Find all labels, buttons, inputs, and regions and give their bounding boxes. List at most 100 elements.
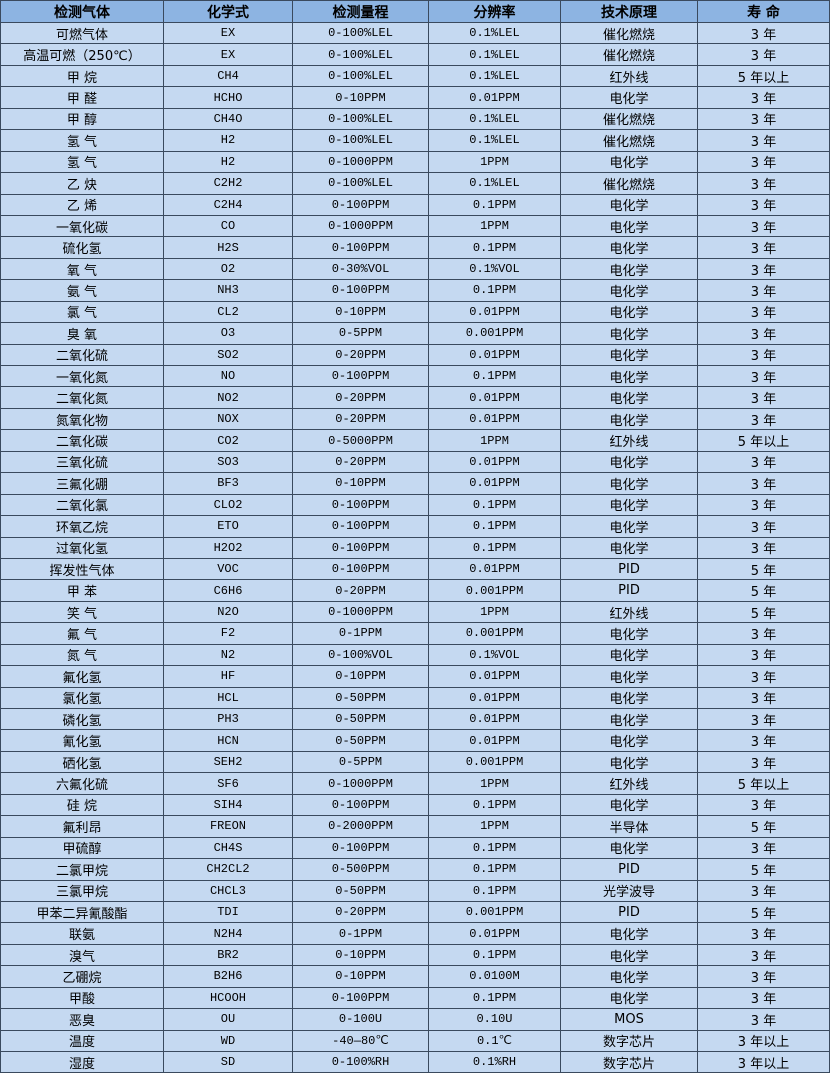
cell-lifespan: 3 年 xyxy=(697,129,830,152)
cell-formula: B2H6 xyxy=(163,965,293,988)
cell-lifespan: 3 年 xyxy=(697,364,830,388)
cell-formula: C6H6 xyxy=(163,579,293,602)
cell-formula: FREON xyxy=(163,815,293,838)
table-row: 氟利昂 FREON 0-2000PPM 1PPM 半导体 5 年 xyxy=(0,815,830,838)
cell-principle: 红外线 xyxy=(560,429,698,452)
cell-lifespan: 3 年 xyxy=(697,279,830,302)
cell-resolution: 0.1%LEL xyxy=(428,129,561,152)
cell-formula: F2 xyxy=(163,622,293,645)
table-row: 湿度 SD 0-100%RH 0.1%RH 数字芯片 3 年以上 xyxy=(0,1050,830,1074)
cell-range: 0-5000PPM xyxy=(292,429,429,452)
table-row: 氯 气 CL2 0-10PPM 0.01PPM 电化学 3 年 xyxy=(0,300,830,324)
cell-principle: 电化学 xyxy=(560,793,698,817)
cell-gas: 氨 气 xyxy=(0,279,164,302)
cell-principle: PID xyxy=(560,858,698,881)
cell-lifespan: 3 年 xyxy=(697,622,830,645)
cell-formula: HCHO xyxy=(163,86,293,109)
cell-range: 0-100%LEL xyxy=(292,129,429,152)
cell-gas: 甲 醇 xyxy=(0,107,164,131)
cell-formula: HCN xyxy=(163,729,293,752)
cell-principle: 电化学 xyxy=(560,364,698,388)
cell-lifespan: 5 年 xyxy=(697,557,830,581)
cell-range: 0-100PPM xyxy=(292,364,429,388)
cell-resolution: 0.1PPM xyxy=(428,279,561,302)
cell-formula: HCOOH xyxy=(163,986,293,1010)
table-row: 过氧化氢 H2O2 0-100PPM 0.1PPM 电化学 3 年 xyxy=(0,536,830,559)
cell-principle: 电化学 xyxy=(560,193,698,216)
cell-lifespan: 3 年 xyxy=(697,407,830,431)
cell-range: 0-100%RH xyxy=(292,1050,429,1074)
cell-range: 0-100PPM xyxy=(292,836,429,860)
cell-resolution: 0.1℃ xyxy=(428,1029,561,1053)
cell-gas: 甲硫醇 xyxy=(0,836,164,860)
cell-lifespan: 3 年 xyxy=(697,107,830,131)
cell-resolution: 0.1%LEL xyxy=(428,43,561,66)
cell-range: 0-1000PPM xyxy=(292,214,429,238)
cell-formula: PH3 xyxy=(163,707,293,731)
cell-range: 0-50PPM xyxy=(292,707,429,731)
cell-range: 0-20PPM xyxy=(292,450,429,474)
cell-resolution: 0.01PPM xyxy=(428,450,561,474)
cell-resolution: 1PPM xyxy=(428,150,561,174)
cell-lifespan: 3 年 xyxy=(697,472,830,495)
cell-gas: 二氧化氮 xyxy=(0,386,164,409)
cell-resolution: 0.001PPM xyxy=(428,900,561,924)
table-row: 二氯甲烷 CH2CL2 0-500PPM 0.1PPM PID 5 年 xyxy=(0,858,830,881)
cell-formula: N2H4 xyxy=(163,922,293,945)
header-resolution: 分辨率 xyxy=(428,0,561,23)
cell-lifespan: 3 年 xyxy=(697,150,830,174)
cell-principle: 红外线 xyxy=(560,600,698,624)
cell-principle: 电化学 xyxy=(560,322,698,345)
cell-gas: 硅 烷 xyxy=(0,793,164,817)
cell-principle: 电化学 xyxy=(560,236,698,259)
table-row: 甲酸 HCOOH 0-100PPM 0.1PPM 电化学 3 年 xyxy=(0,986,830,1010)
cell-gas: 氯化氢 xyxy=(0,686,164,710)
cell-lifespan: 5 年 xyxy=(697,900,830,924)
cell-principle: 电化学 xyxy=(560,922,698,945)
cell-lifespan: 3 年 xyxy=(697,515,830,538)
cell-lifespan: 3 年 xyxy=(697,729,830,752)
cell-principle: 催化燃烧 xyxy=(560,107,698,131)
cell-formula: EX xyxy=(163,21,293,45)
cell-resolution: 0.10U xyxy=(428,1008,561,1031)
cell-formula: C2H4 xyxy=(163,193,293,216)
table-row: 氢 气 H2 0-1000PPM 1PPM 电化学 3 年 xyxy=(0,150,830,174)
cell-formula: SEH2 xyxy=(163,750,293,774)
cell-lifespan: 3 年 xyxy=(697,86,830,109)
cell-range: 0-100%LEL xyxy=(292,64,429,88)
cell-resolution: 0.1PPM xyxy=(428,943,561,967)
cell-gas: 三氟化硼 xyxy=(0,472,164,495)
table-row: 二氧化氮 NO2 0-20PPM 0.01PPM 电化学 3 年 xyxy=(0,386,830,409)
cell-resolution: 1PPM xyxy=(428,600,561,624)
cell-lifespan: 3 年 xyxy=(697,236,830,259)
table-row: 二氧化氯 CLO2 0-100PPM 0.1PPM 电化学 3 年 xyxy=(0,493,830,517)
cell-lifespan: 3 年以上 xyxy=(697,1050,830,1074)
cell-gas: 氢 气 xyxy=(0,129,164,152)
cell-lifespan: 5 年 xyxy=(697,579,830,602)
cell-resolution: 0.01PPM xyxy=(428,686,561,710)
cell-gas: 甲 苯 xyxy=(0,579,164,602)
cell-lifespan: 3 年 xyxy=(697,836,830,860)
cell-gas: 环氧乙烷 xyxy=(0,515,164,538)
cell-gas: 臭 氧 xyxy=(0,322,164,345)
header-formula: 化学式 xyxy=(163,0,293,23)
cell-gas: 二氧化碳 xyxy=(0,429,164,452)
table-row: 溴气 BR2 0-10PPM 0.1PPM 电化学 3 年 xyxy=(0,943,830,967)
cell-principle: 电化学 xyxy=(560,986,698,1010)
table-row: 甲硫醇 CH4S 0-100PPM 0.1PPM 电化学 3 年 xyxy=(0,836,830,860)
cell-range: 0-100%LEL xyxy=(292,43,429,66)
header-lifespan: 寿 命 xyxy=(697,0,830,23)
table-row: 一氧化碳 CO 0-1000PPM 1PPM 电化学 3 年 xyxy=(0,214,830,238)
cell-principle: 数字芯片 xyxy=(560,1029,698,1053)
cell-range: 0-100PPM xyxy=(292,557,429,581)
cell-lifespan: 5 年以上 xyxy=(697,772,830,795)
table-row: 挥发性气体 VOC 0-100PPM 0.01PPM PID 5 年 xyxy=(0,557,830,581)
cell-resolution: 0.1PPM xyxy=(428,536,561,559)
cell-gas: 湿度 xyxy=(0,1050,164,1074)
cell-gas: 甲苯二异氰酸酯 xyxy=(0,900,164,924)
table-row: 氮 气 N2 0-100%VOL 0.1%VOL 电化学 3 年 xyxy=(0,643,830,667)
cell-principle: 电化学 xyxy=(560,686,698,710)
cell-formula: CL2 xyxy=(163,300,293,324)
cell-resolution: 0.1%LEL xyxy=(428,107,561,131)
cell-lifespan: 3 年 xyxy=(697,1008,830,1031)
